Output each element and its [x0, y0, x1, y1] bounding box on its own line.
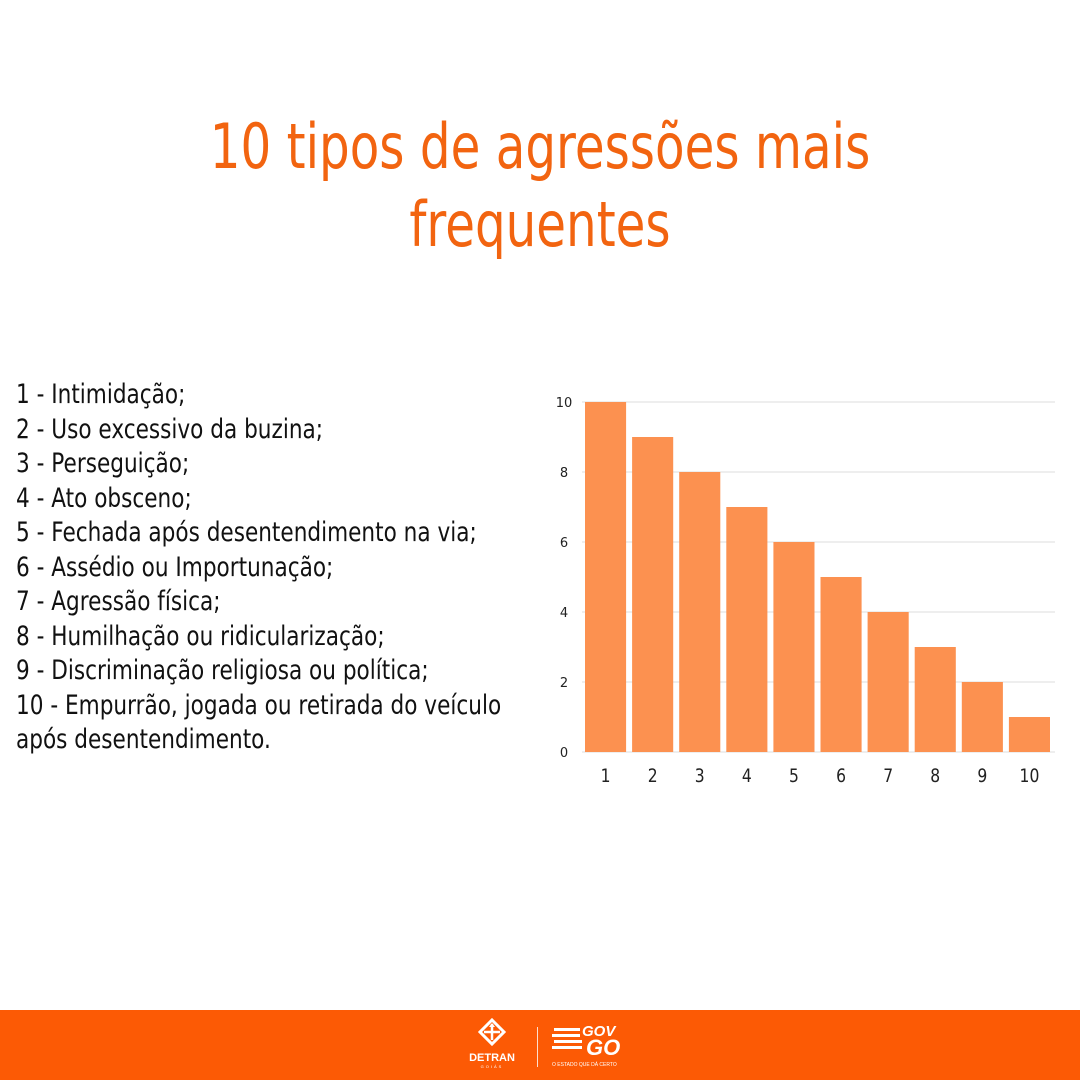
x-tick-label: 2: [648, 766, 658, 788]
detran-state: GOIÁS: [480, 1064, 504, 1069]
x-tick-label: 7: [883, 766, 893, 788]
bar-1: [585, 402, 627, 752]
gov-text: GOV: [582, 1023, 616, 1040]
gov-slogan: O ESTADO QUE DÁ CERTO: [552, 1062, 617, 1068]
flag-stripes-icon: [552, 1028, 582, 1049]
y-tick-label: 0: [560, 746, 568, 761]
x-tick-label: 10: [1020, 766, 1040, 788]
x-tick-label: 1: [601, 766, 611, 788]
detran-name: DETRAN: [469, 1052, 515, 1064]
list-item: 3 - Perseguição;: [16, 448, 190, 479]
bar-10: [1008, 717, 1050, 752]
gov-go-logo: GOV GO O ESTADO QUE DÁ CERTO: [552, 1024, 632, 1076]
list-item: 5 - Fechada após desentendimento na via;: [16, 517, 477, 548]
bar-8: [914, 647, 956, 752]
bar-3: [679, 472, 721, 752]
title-line-1: 10 tipos de agressões mais: [209, 110, 871, 183]
bar-6: [820, 577, 862, 752]
footer-divider: [537, 1027, 538, 1067]
x-tick-label: 6: [836, 766, 846, 788]
x-tick-label: 8: [930, 766, 940, 788]
page-title: 10 tipos de agressões mais frequentes: [119, 108, 961, 264]
bar-7: [867, 612, 909, 752]
list-item: 4 - Ato obsceno;: [16, 482, 192, 514]
detran-logo: DETRAN GOIÁS: [466, 1017, 518, 1076]
footer-bar: DETRAN GOIÁS GOV GO O ESTADO QUE DÁ CERT…: [0, 1010, 1080, 1080]
list-item: 7 - Agressão física;: [16, 586, 221, 617]
y-tick-label: 10: [556, 396, 573, 411]
bar-2: [632, 437, 674, 752]
aggression-list: 1 - Intimidação; 2 - Uso excessivo da bu…: [16, 378, 502, 758]
detran-emblem-icon: [477, 1017, 507, 1047]
list-item: 9 - Discriminação religiosa ou política;: [16, 655, 429, 686]
x-tick-label: 3: [695, 766, 705, 788]
list-item: 2 - Uso excessivo da buzina;: [16, 413, 324, 445]
list-item: 1 - Intimidação;: [16, 379, 186, 410]
go-text: GO: [586, 1035, 621, 1060]
bar-4: [726, 507, 768, 752]
list-item: 8 - Humilhação ou ridicularização;: [16, 620, 385, 652]
bar-5: [773, 542, 815, 752]
y-tick-label: 6: [560, 536, 568, 551]
x-tick-label: 5: [789, 766, 799, 788]
list-item: 10 - Empurrão, jogada ou retirada do veí…: [16, 689, 502, 721]
y-tick-label: 2: [560, 676, 568, 691]
x-tick-label: 9: [977, 766, 987, 788]
y-tick-label: 8: [560, 466, 568, 481]
list-item: após desentendimento.: [16, 724, 271, 755]
x-tick-label: 4: [742, 766, 752, 788]
bar-9: [961, 682, 1003, 752]
y-tick-label: 4: [560, 606, 568, 621]
title-line-2: frequentes: [409, 188, 671, 261]
list-item: 6 - Assédio ou Importunação;: [16, 551, 334, 583]
